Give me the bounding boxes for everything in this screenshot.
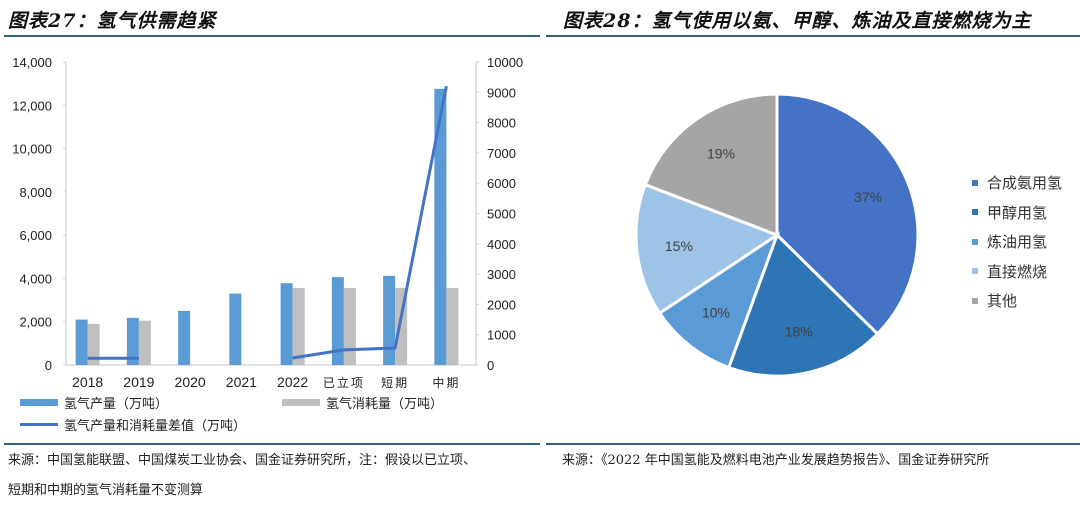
right-axis-tick: 9000 [487, 85, 516, 100]
left-axis-tick: 10,000 [12, 142, 52, 157]
pie-label: 19% [707, 146, 735, 162]
legend-production: 氢气产量（万吨） [20, 393, 168, 412]
pie-slice [643, 92, 779, 238]
left-axis-tick: 0 [45, 358, 52, 373]
right-axis-tick: 1000 [487, 328, 516, 343]
right-axis-tick: 6000 [487, 176, 516, 191]
consumption-bar [343, 287, 356, 365]
left-axis-tick: 6,000 [19, 228, 52, 243]
pie-label: 10% [702, 305, 730, 321]
production-bar [280, 283, 293, 365]
x-axis-label: 中期 [432, 375, 460, 390]
pie-legend-item: 其他 [972, 286, 1062, 316]
left-title-rule [4, 35, 540, 37]
consumption-bar [292, 287, 305, 365]
right-source-rule [546, 443, 1080, 445]
left-source-line2: 短期和中期的氢气消耗量不变测算 [8, 483, 204, 498]
left-axis-tick: 2,000 [19, 315, 52, 330]
right-axis-tick: 5000 [487, 207, 516, 222]
pie-legend: 合成氨用氢 甲醇用氢 炼油用氢 直接燃烧 其他 [972, 168, 1062, 316]
right-axis-tick: 2000 [487, 297, 516, 312]
consumption-swatch [282, 399, 320, 406]
pie-label: 18% [785, 323, 813, 339]
difference-swatch [20, 423, 58, 426]
legend-consumption-label: 氢气消耗量（万吨） [326, 397, 444, 412]
x-axis-label: 已立项 [323, 375, 365, 390]
consumption-bar [446, 287, 459, 365]
right-axis-tick: 0 [487, 358, 494, 373]
right-title-rule [546, 35, 1080, 37]
right-axis-tick: 8000 [487, 116, 516, 131]
right-axis-tick: 7000 [487, 146, 516, 161]
x-axis-label: 短期 [381, 376, 409, 390]
production-bar [383, 275, 396, 365]
x-axis-label: 2021 [226, 374, 257, 390]
consumption-bar [87, 323, 100, 365]
legend-dot-icon [972, 209, 978, 216]
left-axis-tick: 4,000 [19, 271, 52, 286]
pie-slice [726, 232, 880, 378]
pie-legend-item: 合成氨用氢 [972, 168, 1062, 198]
production-bar [126, 317, 139, 365]
right-axis-tick: 3000 [487, 267, 516, 282]
production-bar [434, 88, 447, 365]
production-bar [331, 277, 344, 365]
legend-dot-icon [972, 297, 978, 304]
pie-label: 37% [854, 189, 882, 205]
left-axis-tick: 8,000 [19, 185, 52, 200]
pie-slice [657, 231, 780, 370]
x-axis-label: 2022 [277, 374, 308, 390]
supply-demand-chart: 0 2,000 4,000 6,000 8,000 10,000 12,000 14,000 0… [12, 55, 523, 390]
legend-dot-icon [972, 268, 978, 275]
pie-slice [634, 182, 781, 316]
x-axis-label: 2020 [175, 374, 206, 390]
legend-difference-label: 氢气产量和消耗量差值（万吨） [64, 419, 247, 434]
right-axis-tick: 10000 [487, 55, 523, 70]
pie-legend-item: 直接燃烧 [972, 257, 1062, 287]
x-axis-label: 2018 [72, 374, 103, 390]
pie-label: 15% [665, 238, 693, 254]
left-axis-tick: 14,000 [12, 55, 52, 70]
left-source-line1: 来源：中国氢能联盟、中国煤炭工业协会、国金证券研究所，注：假设以已立项、 [8, 453, 477, 468]
pie-legend-item: 炼油用氢 [972, 227, 1062, 257]
legend-production-label: 氢气产量（万吨） [64, 397, 169, 412]
left-source-rule [4, 443, 540, 445]
pie-slice [775, 92, 920, 337]
legend-dot-icon [972, 179, 978, 186]
production-bar [75, 319, 88, 365]
hydrogen-usage-pie: 37% 18% 10% 15% 19% [634, 92, 920, 378]
production-bar [178, 310, 191, 365]
difference-line [292, 85, 448, 360]
legend-dot-icon [972, 238, 978, 245]
production-bar [229, 293, 242, 365]
right-source: 来源：《2022 年中国氢能及燃料电池产业发展趋势报告》、国金证券研究所 [562, 453, 990, 468]
consumption-bar [138, 320, 151, 365]
right-axis-tick: 4000 [487, 237, 516, 252]
left-axis-tick: 12,000 [12, 98, 52, 113]
x-axis-label: 2019 [123, 374, 154, 390]
pie-legend-item: 甲醇用氢 [972, 198, 1062, 228]
right-chart-title: 图表28：氢气使用以氨、甲醇、炼油及直接燃烧为主 [563, 10, 1032, 32]
legend-consumption: 氢气消耗量（万吨） [282, 393, 443, 412]
left-chart-title: 图表27：氢气供需趋紧 [8, 10, 217, 32]
legend-difference: 氢气产量和消耗量差值（万吨） [20, 415, 246, 434]
production-swatch [20, 399, 58, 406]
